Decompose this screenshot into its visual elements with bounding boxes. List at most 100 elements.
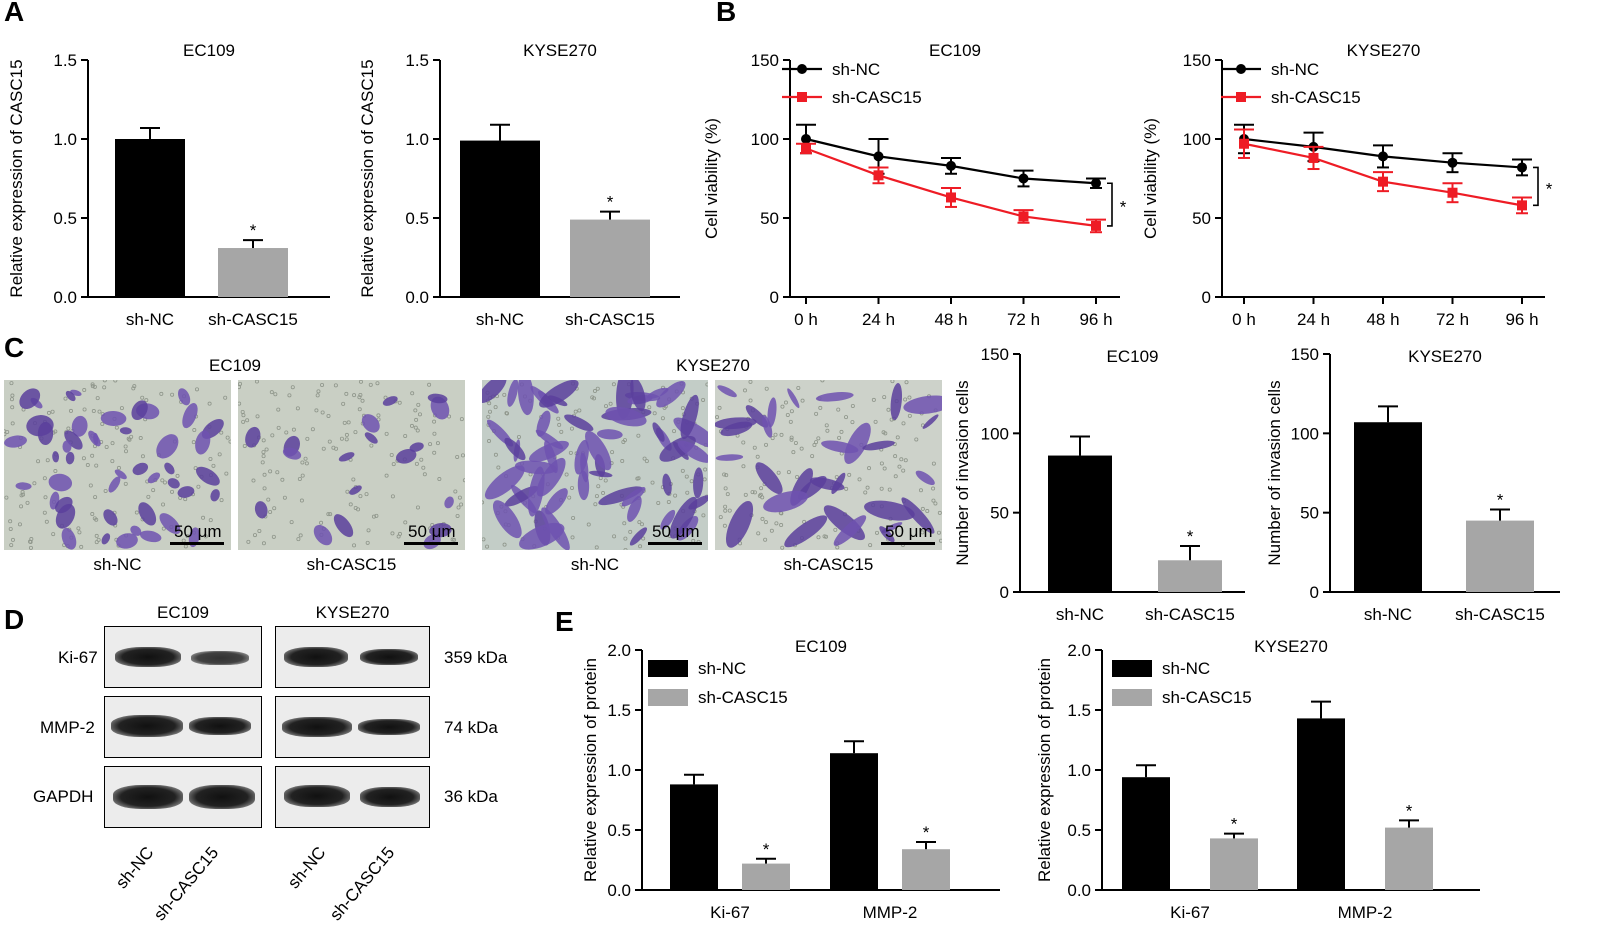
bar (742, 863, 790, 890)
stained-cell (647, 387, 669, 399)
x-tick-label: Ki-67 (1170, 903, 1210, 922)
bar (1210, 838, 1258, 890)
blot-row-label-mmp2: MMP-2 (40, 718, 95, 737)
pore (140, 454, 145, 459)
pore (246, 539, 251, 544)
stained-cell (64, 430, 83, 450)
significance-star: * (1120, 198, 1127, 217)
pore (43, 495, 48, 500)
y-tick-label: 50 (760, 209, 779, 228)
stained-cell (660, 509, 676, 530)
pore (743, 492, 748, 497)
pore (211, 463, 216, 468)
band (111, 715, 183, 737)
pore (773, 432, 778, 437)
pore (410, 391, 415, 396)
pore (92, 384, 97, 389)
pore (907, 395, 912, 400)
pore (647, 405, 652, 410)
stained-cell (156, 434, 179, 459)
pore (556, 416, 561, 421)
pore (63, 396, 68, 401)
pore (818, 405, 823, 410)
stained-cell (528, 440, 569, 463)
pore (822, 534, 827, 539)
y-tick-label: 1.5 (53, 51, 77, 70)
pore (82, 388, 87, 393)
pore (53, 429, 58, 434)
pore (456, 505, 461, 510)
pore (857, 477, 862, 482)
x-tick-label: MMP-2 (1338, 903, 1393, 922)
stained-cell (482, 380, 507, 403)
pore (763, 520, 768, 525)
stained-cell (784, 515, 828, 548)
pore (364, 492, 369, 497)
stained-cell (116, 533, 138, 549)
stained-cell (767, 397, 777, 428)
pore (750, 490, 755, 495)
stained-cell (409, 442, 424, 452)
pore (666, 499, 671, 504)
stained-cell (821, 440, 859, 454)
stained-cell (541, 507, 570, 550)
pore (459, 502, 464, 507)
stained-cell (382, 396, 398, 406)
pore (769, 528, 774, 533)
pore (17, 522, 22, 527)
y-tick-label: 0.0 (405, 288, 429, 307)
pore (660, 416, 665, 421)
pore (825, 428, 830, 433)
pore (569, 426, 574, 431)
band (282, 717, 352, 737)
pore (899, 457, 904, 462)
pore (938, 538, 942, 543)
y-tick-label: 100 (1183, 130, 1211, 149)
pore (403, 433, 408, 438)
pore (327, 439, 332, 444)
stained-cell (62, 440, 72, 453)
pore (4, 495, 9, 500)
stained-cell (862, 440, 895, 451)
pore (310, 427, 315, 432)
pore (252, 533, 257, 538)
pore (53, 469, 58, 474)
stained-cell (19, 388, 41, 409)
pore (644, 459, 649, 464)
pore (637, 520, 642, 525)
pore (414, 417, 419, 422)
pore (103, 488, 108, 493)
pore (21, 492, 26, 497)
pore (897, 464, 902, 469)
pore (255, 414, 260, 419)
x-tick-label: sh-CASC15 (208, 310, 298, 329)
pore (9, 543, 14, 548)
pore (641, 536, 646, 541)
pore (371, 514, 376, 519)
pore (42, 476, 47, 481)
pore (611, 382, 616, 387)
pore (623, 547, 628, 550)
y-tick-label: 100 (981, 424, 1009, 443)
pore (391, 462, 396, 467)
x-tick-label: 96 h (1505, 310, 1538, 329)
stained-cell (361, 414, 380, 433)
pore (931, 461, 936, 466)
stained-cell (15, 482, 32, 490)
stained-cell (627, 496, 642, 522)
pore (201, 515, 206, 520)
stained-cell (119, 427, 132, 435)
pore (460, 453, 465, 458)
pore (486, 414, 491, 419)
pore (786, 470, 791, 475)
stained-cell (61, 527, 77, 550)
pore (81, 456, 86, 461)
stained-cell (130, 525, 142, 536)
pore (779, 523, 784, 528)
stained-cell (101, 533, 111, 545)
pore (933, 501, 938, 506)
pore (789, 409, 794, 414)
pore (764, 442, 769, 447)
pore (882, 466, 887, 471)
y-tick-label: 0.0 (53, 288, 77, 307)
